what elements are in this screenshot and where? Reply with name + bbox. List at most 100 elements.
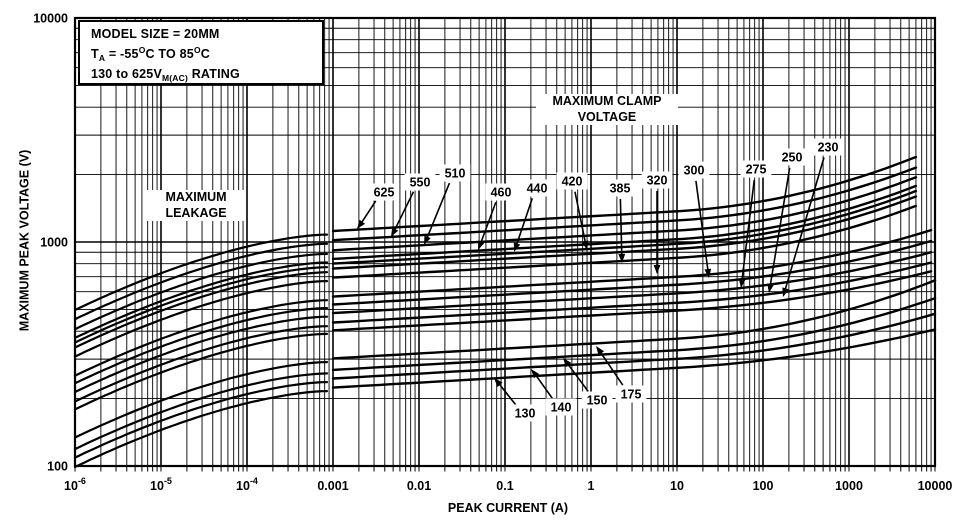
arrowhead-icon [424,235,431,245]
leader-line-140 [534,374,553,399]
curve-label-385: 385 [610,182,631,196]
leader-line-510 [426,182,451,239]
y-tick-label: 100 [47,460,68,474]
x-tick-label: 10-6 [64,476,86,493]
curve-label-420: 420 [562,175,583,189]
curve-label-300: 300 [684,164,705,178]
leader-line-385 [619,198,623,257]
leakage-curve-275 [73,315,329,394]
x-tick-label: 10000 [918,479,953,493]
clamp-curve-130 [331,328,937,389]
x-tick-label: 10 [670,479,684,493]
leakage-curve-250 [73,325,329,403]
curve-label-275: 275 [746,163,767,177]
clamp-curve-385 [331,204,918,279]
clamp-curve-440 [331,189,918,265]
clamp-curve-460 [331,184,918,261]
label-backing [776,148,808,166]
maximum-clamp-voltage-label: MAXIMUM CLAMP VOLTAGE [536,94,678,126]
label-backing [545,398,577,416]
arrowhead-icon [767,283,774,293]
clamp-curve-320 [331,228,933,298]
leakage-curve-300 [73,307,329,385]
curve-label-550: 550 [410,176,431,190]
label-backing [641,171,673,189]
log-grid [75,18,935,466]
label-backing [615,385,647,403]
clamp-curve-140 [331,312,937,380]
x-tick-label: 0.01 [407,479,431,493]
y-tick-label: 10000 [33,12,68,26]
leader-line-130 [498,382,517,406]
x-tick-labels: 10-6 10-5 10-4 0.001 0.01 0.1 1 10 100 1000 10000 [64,476,952,493]
clamp-curve-420 [331,195,918,270]
leader-line-625 [360,200,377,224]
x-tick-label: 1000 [835,479,863,493]
clamp-curve-550 [331,166,918,242]
arrowhead-icon [513,242,521,252]
curve-label-460: 460 [491,186,512,200]
data-curves [73,155,937,469]
condition-line: MODEL SIZE = 20MM [91,27,220,41]
arrowhead-icon [581,240,589,250]
clamp-curve-275 [331,250,933,315]
arrowhead-icon [531,369,540,379]
x-tick-label: 100 [753,479,774,493]
leakage-curve-230 [73,332,329,411]
curve-rating-labels: 625 550 510 460 440 420 385 320 300 275 250 230 130 1… [357,138,844,422]
x-tick-label: 1 [588,479,595,493]
clamp-curve-150 [331,297,937,372]
clamp-curve-510 [331,175,918,252]
leader-line-150 [566,362,589,392]
x-tick-label: 10-5 [150,476,172,493]
y-tick-label: 1000 [40,236,68,250]
label-backing [812,138,844,156]
condition-line: 130 to 625VM(AC) RATING [91,66,240,83]
curve-label-140: 140 [551,401,572,415]
x-tick-label: 10-4 [236,476,258,493]
clamp-curve-175 [331,279,937,360]
arrowhead-icon [704,268,712,278]
x-tick-label: 0.001 [317,479,348,493]
arrowhead-icon [618,253,626,263]
label-backing [556,172,588,190]
leakage-curve-150 [73,372,329,451]
arrowhead-icon [782,287,789,297]
x-axis-title: PEAK CURRENT (A) [447,501,569,515]
curve-label-175: 175 [621,388,642,402]
leakage-curve-175 [73,361,329,439]
leakage-curve-550 [73,242,329,321]
y-tick-labels: 100 1000 10000 [33,12,68,474]
curve-label-625: 625 [374,186,395,200]
curve-label-510: 510 [445,167,466,181]
label-backing [678,161,710,179]
label-backing [509,404,541,422]
arrowhead-icon [391,227,399,237]
label-backing [485,183,517,201]
clamp-curve-250 [331,261,933,324]
clamp-curve-230 [331,270,933,332]
label-backing [439,164,471,182]
leakage-curve-385 [73,280,329,358]
arrowhead-icon [738,278,746,288]
condition-line: TA = -55OC TO 85OC [91,44,210,63]
arrowhead-icon [494,378,503,387]
test-conditions-text: MODEL SIZE = 20MM TA = -55OC TO 85OC 130 t… [91,25,322,84]
label-backing [404,173,436,191]
y-axis-title: MAXIMUM PEAK VOLTAGE (V) [17,149,32,332]
leader-line-230 [784,157,825,291]
leader-line-275 [741,179,756,282]
curve-label-440: 440 [527,182,548,196]
leader-line-420 [574,191,587,244]
label-backing [368,183,400,201]
leakage-curve-130 [73,390,329,469]
clamp-curve-300 [331,239,933,306]
leader-line-440 [515,198,534,246]
curve-label-150: 150 [587,394,608,408]
x-tick-label: 0.1 [496,479,513,493]
leakage-curve-140 [73,381,329,459]
arrowhead-icon [357,219,366,229]
curve-label-250: 250 [782,151,803,165]
arrowhead-icon [653,265,661,274]
